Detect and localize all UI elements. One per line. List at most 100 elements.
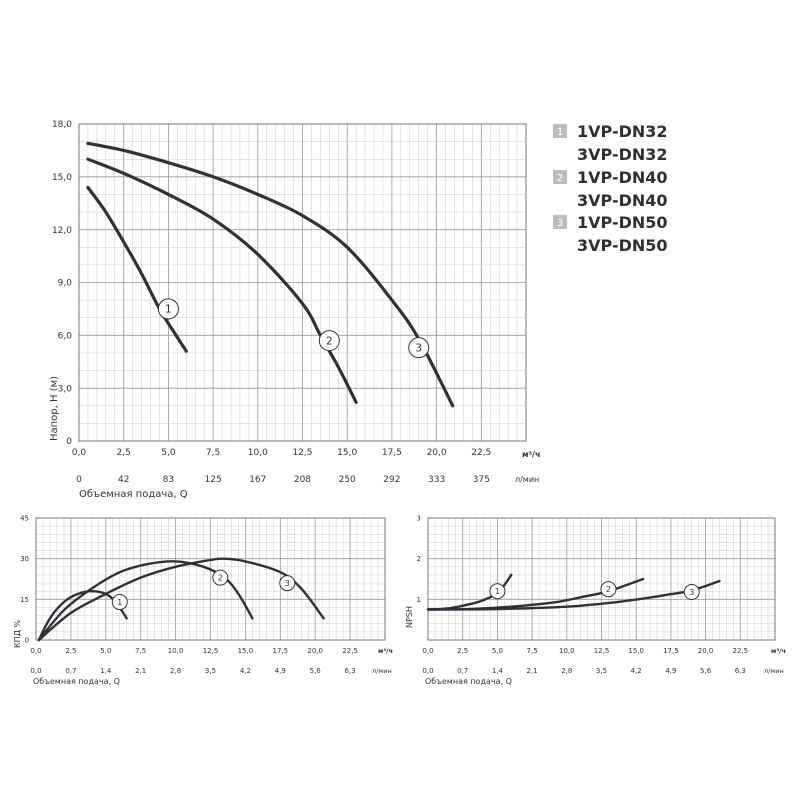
x2-tick-label: 1,4 <box>100 667 112 675</box>
legend-model: 1VP-DN50 <box>577 213 668 232</box>
y-axis-label: NPSH <box>405 606 414 628</box>
x-tick-label: 12,5 <box>594 647 610 655</box>
x2-tick-label: 208 <box>294 475 311 485</box>
x2-tick-label: 375 <box>473 475 490 485</box>
x-tick-label: 12,5 <box>203 647 219 655</box>
x2-tick-label: 4,2 <box>240 667 251 675</box>
efficiency-chart: 0,0 2,5 5,0 7,5 10,0 12,5 15,0 17,5 20,0 22,50,0 0… <box>13 514 393 686</box>
x2-tick-label: 292 <box>383 475 400 485</box>
y-tick-label: 0 <box>66 437 72 447</box>
y-tick-label: 1 <box>417 596 421 604</box>
y-tick-label: 3,0 <box>58 384 73 394</box>
x2-tick-label: 6,3 <box>735 667 746 675</box>
curve-label-circle <box>111 594 128 611</box>
y-tick-label: 15,0 <box>52 173 72 183</box>
curve-label-circle <box>683 584 700 601</box>
legend-badge-number: 2 <box>557 173 563 184</box>
x-unit-label: м³/ч <box>771 647 786 655</box>
curve-label: 2 <box>326 335 333 347</box>
x-tick-label: 22,5 <box>733 647 749 655</box>
y-tick-label: 18,0 <box>52 120 72 130</box>
x-unit-label: м³/ч <box>378 647 393 655</box>
x-tick-label: 22,5 <box>471 448 491 458</box>
legend-badge <box>553 215 567 229</box>
x-tick-label: 10,0 <box>168 647 184 655</box>
x-tick-label: 2,5 <box>457 647 468 655</box>
x-tick-label: 15,0 <box>337 448 357 458</box>
legend-model: 3VP-DN50 <box>577 236 668 255</box>
npsh-chart: 0,0 2,5 5,0 7,5 10,0 12,5 15,0 17,5 20,0 22,5 0,0 0… <box>405 514 786 686</box>
series-line-3 <box>86 141 455 408</box>
x2-tick-label: 5,6 <box>310 667 322 675</box>
series-line-2 <box>37 560 254 642</box>
x-tick-label: 0,0 <box>72 448 87 458</box>
x-tick-label: 0,0 <box>422 647 433 655</box>
x2-tick-label: 0,0 <box>30 667 41 675</box>
y-tick-label: 0 <box>25 636 29 644</box>
x-tick-label: 0,0 <box>30 647 41 655</box>
x-tick-label: 15,0 <box>238 647 254 655</box>
curve-label-circle <box>157 298 179 320</box>
x2-tick-label: 3,5 <box>596 667 607 675</box>
legend-model: 1VP-DN32 <box>577 122 668 141</box>
x2-unit-label: л/мин <box>515 475 539 484</box>
legend-model: 3VP-DN32 <box>577 145 668 164</box>
x-tick-label: 5,0 <box>161 448 176 458</box>
x2-tick-label: 2,8 <box>170 667 181 675</box>
x2-tick-label: 42 <box>118 475 129 485</box>
plot-frame <box>78 123 527 442</box>
x2-tick-label: 1,4 <box>492 667 504 675</box>
series-line-1 <box>86 185 188 353</box>
y-tick-label: 45 <box>20 514 29 522</box>
x2-unit-label: л/мин <box>764 667 784 675</box>
y-tick-label: 6,0 <box>58 331 73 341</box>
x-tick-label: 20,0 <box>427 448 447 458</box>
x2-tick-label: 5,6 <box>700 667 712 675</box>
x-unit-label: м³/ч <box>522 450 540 459</box>
plot-frame <box>35 517 386 641</box>
x2-tick-label: 2,1 <box>135 667 146 675</box>
x2-tick-label: 4,9 <box>665 667 676 675</box>
x-tick-label: 17,5 <box>382 448 402 458</box>
legend-model: 1VP-DN40 <box>577 168 668 187</box>
curve-label: 2 <box>606 585 611 594</box>
x-tick-label: 7,5 <box>135 647 146 655</box>
legend-model: 3VP-DN40 <box>577 191 668 210</box>
x2-tick-label: 0,0 <box>422 667 433 675</box>
x-tick-label: 5,0 <box>492 647 503 655</box>
legend-badge-number: 1 <box>557 127 563 138</box>
x2-tick-label: 250 <box>339 475 356 485</box>
legend: 1 1VP-DN32 3VP-DN32 2 1VP-DN40 3VP-DN40 3 1VP-D… <box>553 122 668 255</box>
x-tick-label: 15,0 <box>628 647 644 655</box>
x2-tick-label: 3,5 <box>205 667 216 675</box>
x2-tick-label: 167 <box>249 475 266 485</box>
x2-unit-label: л/мин <box>372 667 392 675</box>
x-tick-label: 17,5 <box>663 647 679 655</box>
x-tick-label: 12,5 <box>292 448 312 458</box>
curve-label: 3 <box>285 579 290 588</box>
plot-frame <box>427 517 776 641</box>
legend-badge-number: 3 <box>557 218 563 229</box>
x2-tick-label: 0,7 <box>457 667 468 675</box>
curve-label: 2 <box>218 573 223 582</box>
x2-tick-label: 83 <box>163 475 174 485</box>
curve-label-circle <box>279 575 296 592</box>
legend-badge <box>553 124 567 138</box>
x2-tick-label: 2,8 <box>561 667 572 675</box>
curve-label: 3 <box>689 588 694 597</box>
x2-tick-label: 4,2 <box>631 667 642 675</box>
curve-label: 1 <box>495 587 500 596</box>
x-tick-label: 5,0 <box>100 647 111 655</box>
x-tick-label: 22,5 <box>342 647 358 655</box>
y-tick-label: 15 <box>20 596 29 604</box>
legend-badge <box>553 170 567 184</box>
x-tick-label: 17,5 <box>273 647 289 655</box>
y-tick-label: 30 <box>20 555 29 563</box>
x-tick-label: 2,5 <box>117 448 131 458</box>
curve-label: 3 <box>415 342 422 354</box>
curve-label-circle <box>489 583 506 600</box>
x-tick-label: 20,0 <box>698 647 714 655</box>
x-tick-label: 7,5 <box>206 448 220 458</box>
x2-tick-label: 4,9 <box>275 667 286 675</box>
